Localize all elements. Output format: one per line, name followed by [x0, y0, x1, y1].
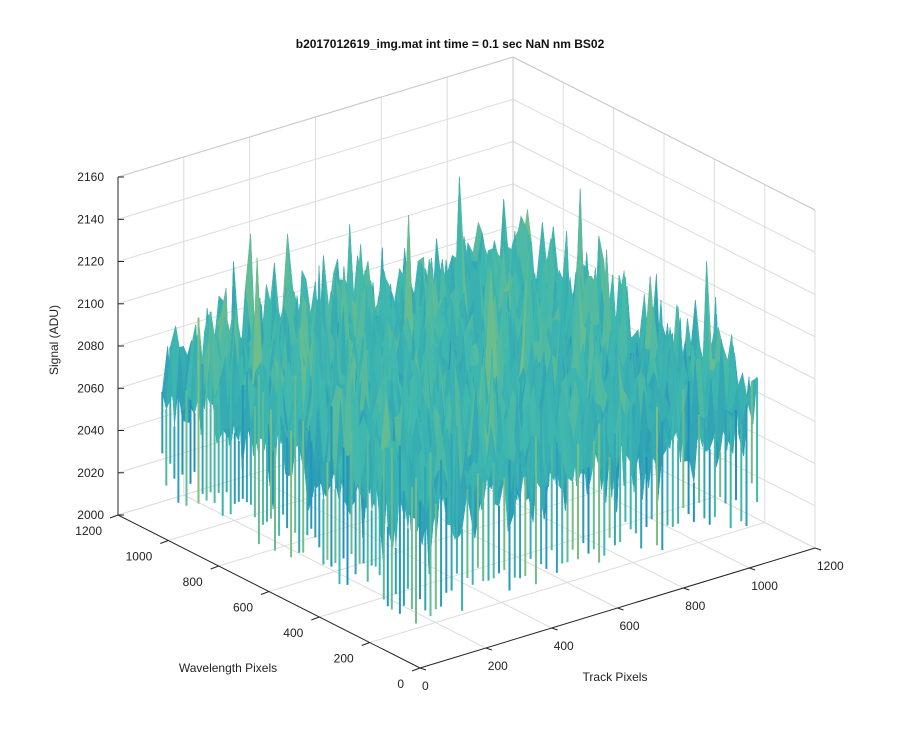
wavelength-tick-label: 1200 [75, 524, 102, 538]
signal-tick-label: 2140 [77, 212, 104, 226]
track-tick [551, 627, 558, 631]
wavelength-tick [411, 667, 421, 672]
wavelength-tick [260, 591, 270, 595]
wavelength-tick [311, 616, 320, 621]
track-tick-label: 800 [685, 599, 705, 613]
track-tick [485, 647, 492, 651]
track-tick [617, 607, 624, 611]
signal-tick-label: 2120 [77, 255, 104, 269]
wall-x-grid-z [512, 141, 816, 295]
signal-tick-label: 2020 [77, 466, 104, 480]
tick-labels: 0 200 400 600 800 1000 1200 0 200 400 600 800 1000 12… [75, 170, 844, 693]
axes [109, 176, 822, 672]
track-tick [749, 567, 756, 571]
wavelength-tick-label: 0 [397, 677, 404, 691]
track-tick-label: 1200 [817, 559, 844, 573]
surface-cell [415, 466, 426, 502]
wavelength-tick-label: 600 [233, 601, 253, 615]
box-edge [512, 56, 816, 211]
z-axis-label: Signal (ADU) [47, 305, 61, 375]
wall-y-grid-z [117, 141, 514, 262]
track-tick-label: 0 [422, 679, 429, 693]
wavelength-tick [109, 514, 119, 519]
wavelength-axis-label: Wavelength Pixels [179, 661, 277, 675]
wavelength-tick-label: 800 [183, 575, 203, 589]
wall-x-grid-z [512, 225, 816, 380]
box-edge [117, 56, 514, 178]
track-tick-label: 600 [620, 619, 640, 633]
signal-tick-label: 2060 [77, 381, 104, 395]
wavelength-tick [210, 565, 219, 570]
track-tick [419, 667, 427, 671]
surface-mesh [161, 176, 759, 624]
wavelength-tick-label: 1000 [126, 550, 153, 564]
track-tick [814, 547, 822, 551]
track-tick-label: 1000 [751, 579, 778, 593]
track-tick-label: 200 [488, 659, 508, 673]
signal-tick-label: 2000 [77, 508, 104, 522]
wall-x-grid-z [512, 183, 816, 338]
floor-grid-y [319, 496, 715, 618]
wall-x-grid-z [512, 98, 816, 253]
wavelength-tick-label: 200 [334, 652, 354, 666]
signal-tick-label: 2100 [77, 297, 104, 311]
wall-y-grid-z [117, 183, 514, 305]
track-tick-label: 400 [554, 639, 574, 653]
signal-tick-label: 2080 [77, 339, 104, 353]
chart-title: b2017012619_img.mat int time = 0.1 sec N… [296, 37, 605, 51]
floor-grid-y [369, 522, 765, 643]
signal-tick-label: 2160 [77, 170, 104, 184]
signal-tick-label: 2040 [77, 424, 104, 438]
wavelength-tick-label: 400 [283, 626, 303, 640]
track-tick [683, 587, 690, 591]
track-axis-label: Track Pixels [583, 670, 648, 684]
wall-y-grid-z [117, 98, 514, 220]
wavelength-tick [361, 642, 370, 646]
wavelength-tick [160, 540, 169, 544]
